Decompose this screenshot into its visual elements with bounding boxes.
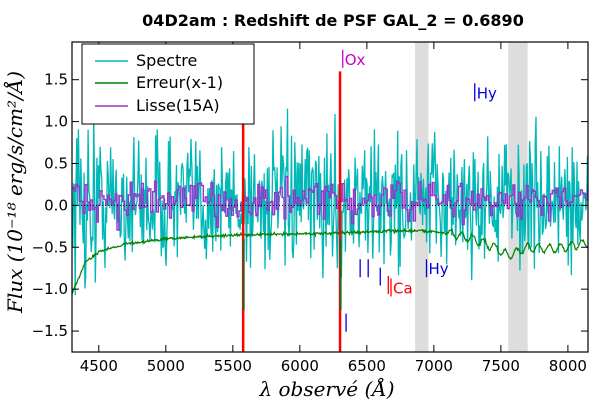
y-tick-label-1: −1.0 [32, 280, 68, 298]
lisse-line [72, 175, 588, 231]
y-tick-label-6: 1.5 [44, 71, 68, 89]
x-tick-label-4: 6500 [348, 357, 386, 375]
y-tick-label-3: 0.0 [44, 196, 68, 214]
x-tick-label-7: 8000 [549, 357, 587, 375]
x-tick-label-5: 7000 [415, 357, 453, 375]
y-tick-label-2: −0.5 [32, 238, 68, 256]
legend-label-spectre: Spectre [136, 51, 197, 70]
line-marker-label-2: Hy [428, 260, 448, 278]
line-marker-label-1: Hy [477, 84, 497, 102]
erreur-line [72, 227, 588, 295]
x-tick-label-0: 4500 [80, 357, 118, 375]
legend-label-lisse: Lisse(15A) [136, 96, 220, 115]
x-tick-label-1: 5000 [147, 357, 185, 375]
y-axis-label: Flux (10⁻¹⁸ erg/s/cm²/Å) [2, 71, 27, 314]
legend: Spectre Erreur(x-1) Lisse(15A) [81, 43, 255, 125]
y-tick-label-5: 1.0 [44, 113, 68, 131]
line-marker-label-3: Ca [393, 279, 413, 297]
plot-area: Ox Hy Hy Ca 4500 5000 5500 6000 6500 7000 7500 8000… [32, 41, 589, 375]
y-tick-label-0: −1.5 [32, 322, 68, 340]
x-axis-label: λ observé (Å) [258, 376, 394, 400]
legend-box [81, 43, 255, 125]
chart-title: 04D2am : Redshift de PSF GAL_2 = 0.6890 [142, 11, 524, 30]
x-tick-label-2: 5500 [214, 357, 252, 375]
y-tick-label-4: 0.5 [44, 154, 68, 172]
legend-label-erreur: Erreur(x-1) [136, 73, 223, 92]
x-tick-label-3: 6000 [281, 357, 319, 375]
plot-frame [71, 41, 589, 353]
x-tick-label-6: 7500 [482, 357, 520, 375]
line-marker-label-0: Ox [345, 51, 366, 69]
plot-content: Ox Hy Hy Ca [72, 42, 588, 352]
